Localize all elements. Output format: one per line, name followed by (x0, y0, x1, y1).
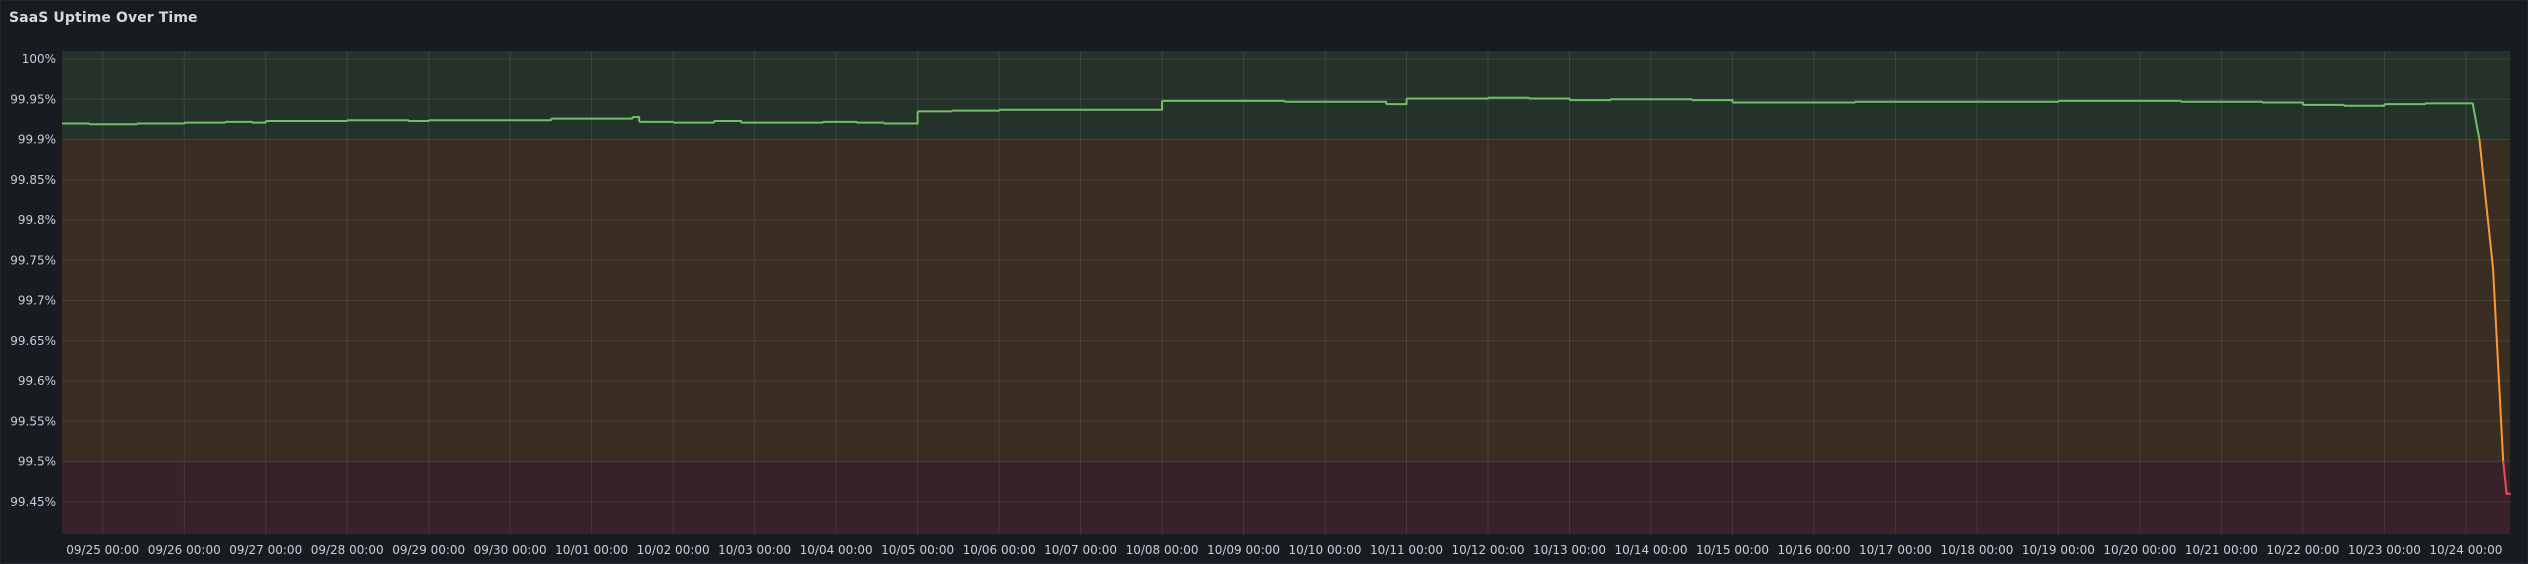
x-tick-label: 10/20 00:00 (2103, 543, 2176, 557)
y-tick-label: 100% (22, 52, 56, 66)
series-line-0 (62, 96, 2511, 495)
x-tick-label: 10/07 00:00 (1044, 543, 1117, 557)
series-segment (632, 116, 641, 122)
y-tick-label: 99.55% (10, 414, 56, 428)
x-tick-label: 09/29 00:00 (392, 543, 465, 557)
x-tick-label: 10/01 00:00 (555, 543, 628, 557)
x-tick-label: 10/03 00:00 (718, 543, 791, 557)
x-tick-label: 10/04 00:00 (800, 543, 873, 557)
y-tick-label: 99.5% (18, 455, 56, 469)
x-tick-label: 09/30 00:00 (474, 543, 547, 557)
series-segment (775, 121, 824, 124)
y-tick-label: 99.7% (18, 294, 56, 308)
x-tick-label: 10/11 00:00 (1370, 543, 1443, 557)
x-tick-label: 09/25 00:00 (66, 543, 139, 557)
x-tick-label: 10/24 00:00 (2429, 543, 2502, 557)
series-segment (1813, 101, 1856, 104)
series-segment (2478, 138, 2495, 270)
series-segment (2492, 267, 2505, 463)
x-tick-label: 10/13 00:00 (1533, 543, 1606, 557)
series-segment (1569, 99, 1612, 102)
series-segment (62, 122, 91, 125)
y-tick-label: 99.6% (18, 374, 56, 388)
y-tick-label: 99.8% (18, 213, 56, 227)
x-tick-label: 10/12 00:00 (1452, 543, 1525, 557)
y-tick-label: 99.65% (10, 334, 56, 348)
series-segment (1406, 97, 1490, 100)
x-tick-label: 10/22 00:00 (2266, 543, 2339, 557)
threshold-band-0 (62, 51, 2510, 140)
series-segment (2471, 102, 2481, 141)
threshold-band-2 (62, 461, 2510, 534)
threshold-band-1 (62, 139, 2510, 462)
series-segment (2302, 103, 2345, 106)
x-tick-label: 09/26 00:00 (148, 543, 221, 557)
x-tick-label: 10/17 00:00 (1859, 543, 1932, 557)
y-tick-label: 99.9% (18, 133, 56, 147)
x-tick-label: 09/27 00:00 (229, 543, 302, 557)
x-tick-label: 10/18 00:00 (1940, 543, 2013, 557)
series-segment (1243, 99, 1286, 102)
x-tick-label: 10/19 00:00 (2022, 543, 2095, 557)
series-segment (1080, 100, 1164, 111)
y-tick-label: 99.95% (10, 92, 56, 106)
series-segment (136, 122, 186, 125)
series-segment (883, 111, 919, 125)
x-tick-label: 10/15 00:00 (1696, 543, 1769, 557)
series-segment (347, 119, 410, 122)
x-tick-label: 10/21 00:00 (2185, 543, 2258, 557)
series-segment (1325, 100, 1388, 105)
x-tick-label: 10/23 00:00 (2348, 543, 2421, 557)
series-segment (917, 110, 953, 113)
x-tick-label: 09/28 00:00 (311, 543, 384, 557)
y-tick-label: 99.45% (10, 495, 56, 509)
series-segment (252, 121, 267, 124)
series-segment (2502, 460, 2508, 495)
series-segment (408, 120, 430, 123)
x-tick-label: 10/09 00:00 (1207, 543, 1280, 557)
series-segment (265, 120, 349, 123)
x-tick-label: 10/16 00:00 (1777, 543, 1850, 557)
x-tick-label: 10/06 00:00 (963, 543, 1036, 557)
series-segment (1488, 96, 1530, 99)
y-tick-label: 99.75% (10, 253, 56, 267)
x-tick-label: 10/08 00:00 (1126, 543, 1199, 557)
panel-title: SaaS Uptime Over Time (9, 10, 198, 26)
series-segment (1650, 98, 1693, 101)
x-tick-label: 10/10 00:00 (1289, 543, 1362, 557)
series-segment (224, 120, 254, 123)
series-segment (89, 123, 138, 126)
series-segment (639, 120, 675, 123)
series-segment (856, 121, 885, 124)
x-tick-label: 10/02 00:00 (637, 543, 710, 557)
series-segment (1386, 98, 1408, 106)
series-segment (822, 120, 858, 123)
y-tick-label: 99.85% (10, 173, 56, 187)
series-segment (2180, 100, 2264, 103)
series-segment (2139, 99, 2182, 102)
x-tick-label: 10/05 00:00 (881, 543, 954, 557)
x-tick-label: 10/14 00:00 (1615, 543, 1688, 557)
series-segment (1976, 100, 2060, 103)
series-segment (184, 121, 226, 124)
series-segment (951, 109, 1001, 112)
series-segment (2343, 104, 2386, 107)
series-segment (2384, 103, 2427, 106)
